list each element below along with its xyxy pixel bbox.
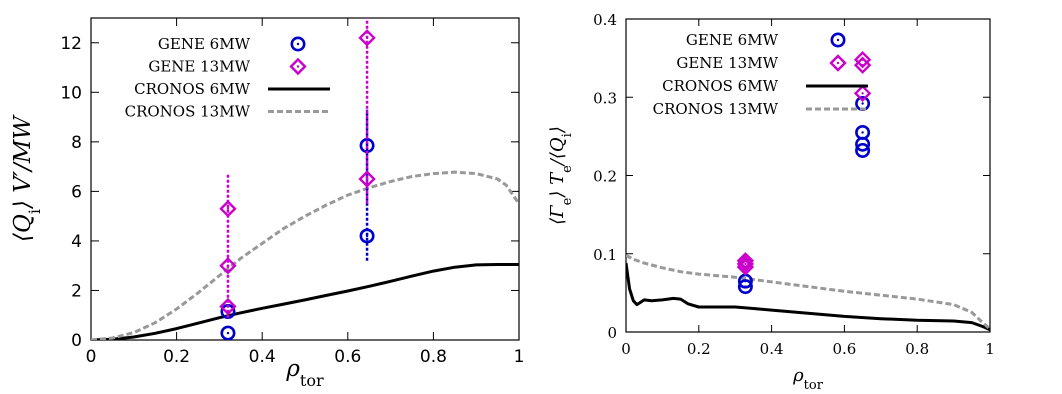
series-gene-13mw-point [219,200,237,218]
series-gene-13mw-point [853,84,872,103]
series-line-cronos-6mw [91,263,519,340]
series-gene-13mw-point-center [365,36,369,40]
x-tick-label: 0.4 [760,340,784,358]
legend: GENE 6MW GENE 13MW CRONOS 6MW CRONOS 13MW [125,35,330,121]
legend-marker-center [296,42,300,46]
series-gene-13mw-point-center [861,92,864,95]
series-gene-6mw-point-center [744,279,747,283]
series-gene-13mw-point [219,256,237,275]
x-tick-label: 0.8 [905,340,929,358]
series-gene-6mw-point [220,325,236,340]
series-gene-6mw-point-center [861,102,864,105]
x-axis-label: ρtor [792,365,824,393]
series-gene-13mw-point-center [226,305,230,308]
y-tick-label: 12 [60,34,82,54]
series-gene-13mw-point-center [226,207,230,210]
x-tick-label: 0.6 [832,340,856,358]
x-tick-label: 0.8 [420,347,447,367]
series-gene-13mw-point-center [744,259,747,262]
series-gene-13mw-point [358,29,376,47]
series-gene-13mw-point-center [861,58,864,61]
series-gene-6mw-point-center [861,131,864,134]
y-tick-label: 0.1 [593,246,617,264]
y-tick-label: 0 [607,324,617,342]
plot-frame [90,17,520,341]
series-gene-13mw-point [736,252,755,270]
series-gene-6mw-point-center [226,331,230,335]
x-tick-label: 0 [621,340,631,358]
legend-marker [289,57,307,76]
series-gene-13mw-point-center [226,264,230,267]
y-axis-label: ⟨Γe⟩ Te/⟨Qi⟩ [547,126,575,225]
series-gene-13mw-point [219,297,237,316]
legend-label: CRONOS 13MW [653,100,779,118]
x-tick-label: 1 [985,340,995,358]
y-tick-label: 0.3 [593,89,617,107]
series-line-cronos-13mw [91,170,519,340]
x-tick-label: 1 [514,347,525,367]
legend-marker-center [296,65,300,68]
y-tick-label: 0 [71,331,82,351]
legend-marker-center [836,61,840,65]
legend-label: GENE 6MW [686,31,779,49]
legend-label: CRONOS 13MW [125,103,251,121]
legend-label: CRONOS 6MW [134,80,250,98]
series-gene-13mw-point-center [744,262,747,266]
series-line-cronos-6mw [626,262,990,332]
right-chart-panel: 0 0.2 0.4 0.6 0.8 1 0 0.1 0.2 0.3 0.4 ρtor ⟨Γe⟩ Te/⟨… [547,11,995,393]
legend-marker [290,36,306,52]
series-gene-6mw-point-center [861,143,864,146]
series-gene-13mw-point-center [365,177,369,181]
legend-marker-center [836,38,840,42]
x-tick-label: 0 [86,347,97,367]
legend-marker [829,54,847,72]
y-tick-label: 10 [60,83,82,103]
legend-marker [830,32,846,48]
x-tick-label: 0.4 [249,347,276,367]
y-tick-label: 8 [71,133,82,153]
series-line-cronos-13mw [626,253,990,331]
plot-area [626,50,990,332]
y-tick-label: 0.2 [593,168,617,186]
x-tick-label: 0.2 [687,340,711,358]
legend-label: GENE 6MW [158,35,251,53]
series-gene-13mw-point [358,170,376,188]
series-gene-6mw-point [359,228,375,244]
y-tick-label: 0.4 [593,11,617,29]
legend-label: CRONOS 6MW [662,77,778,95]
x-tick-label: 0.6 [334,347,361,367]
y-axis-label: ⟨Qi⟩ V′/MW [10,114,44,242]
series-gene-13mw-point [853,50,872,69]
y-tick-label: 4 [71,232,82,252]
plot-area [91,18,519,340]
legend-label: GENE 13MW [676,54,778,72]
x-axis-label: ρtor [285,356,324,390]
legend: GENE 6MW GENE 13MW CRONOS 6MW CRONOS 13MW [653,31,868,118]
x-tick-label: 0.2 [163,347,190,367]
y-tick-label: 6 [71,182,82,202]
series-gene-6mw-point [855,124,871,140]
y-tick-label: 2 [71,281,82,301]
series-gene-6mw-point-center [365,234,369,238]
legend-label: GENE 13MW [148,58,250,76]
